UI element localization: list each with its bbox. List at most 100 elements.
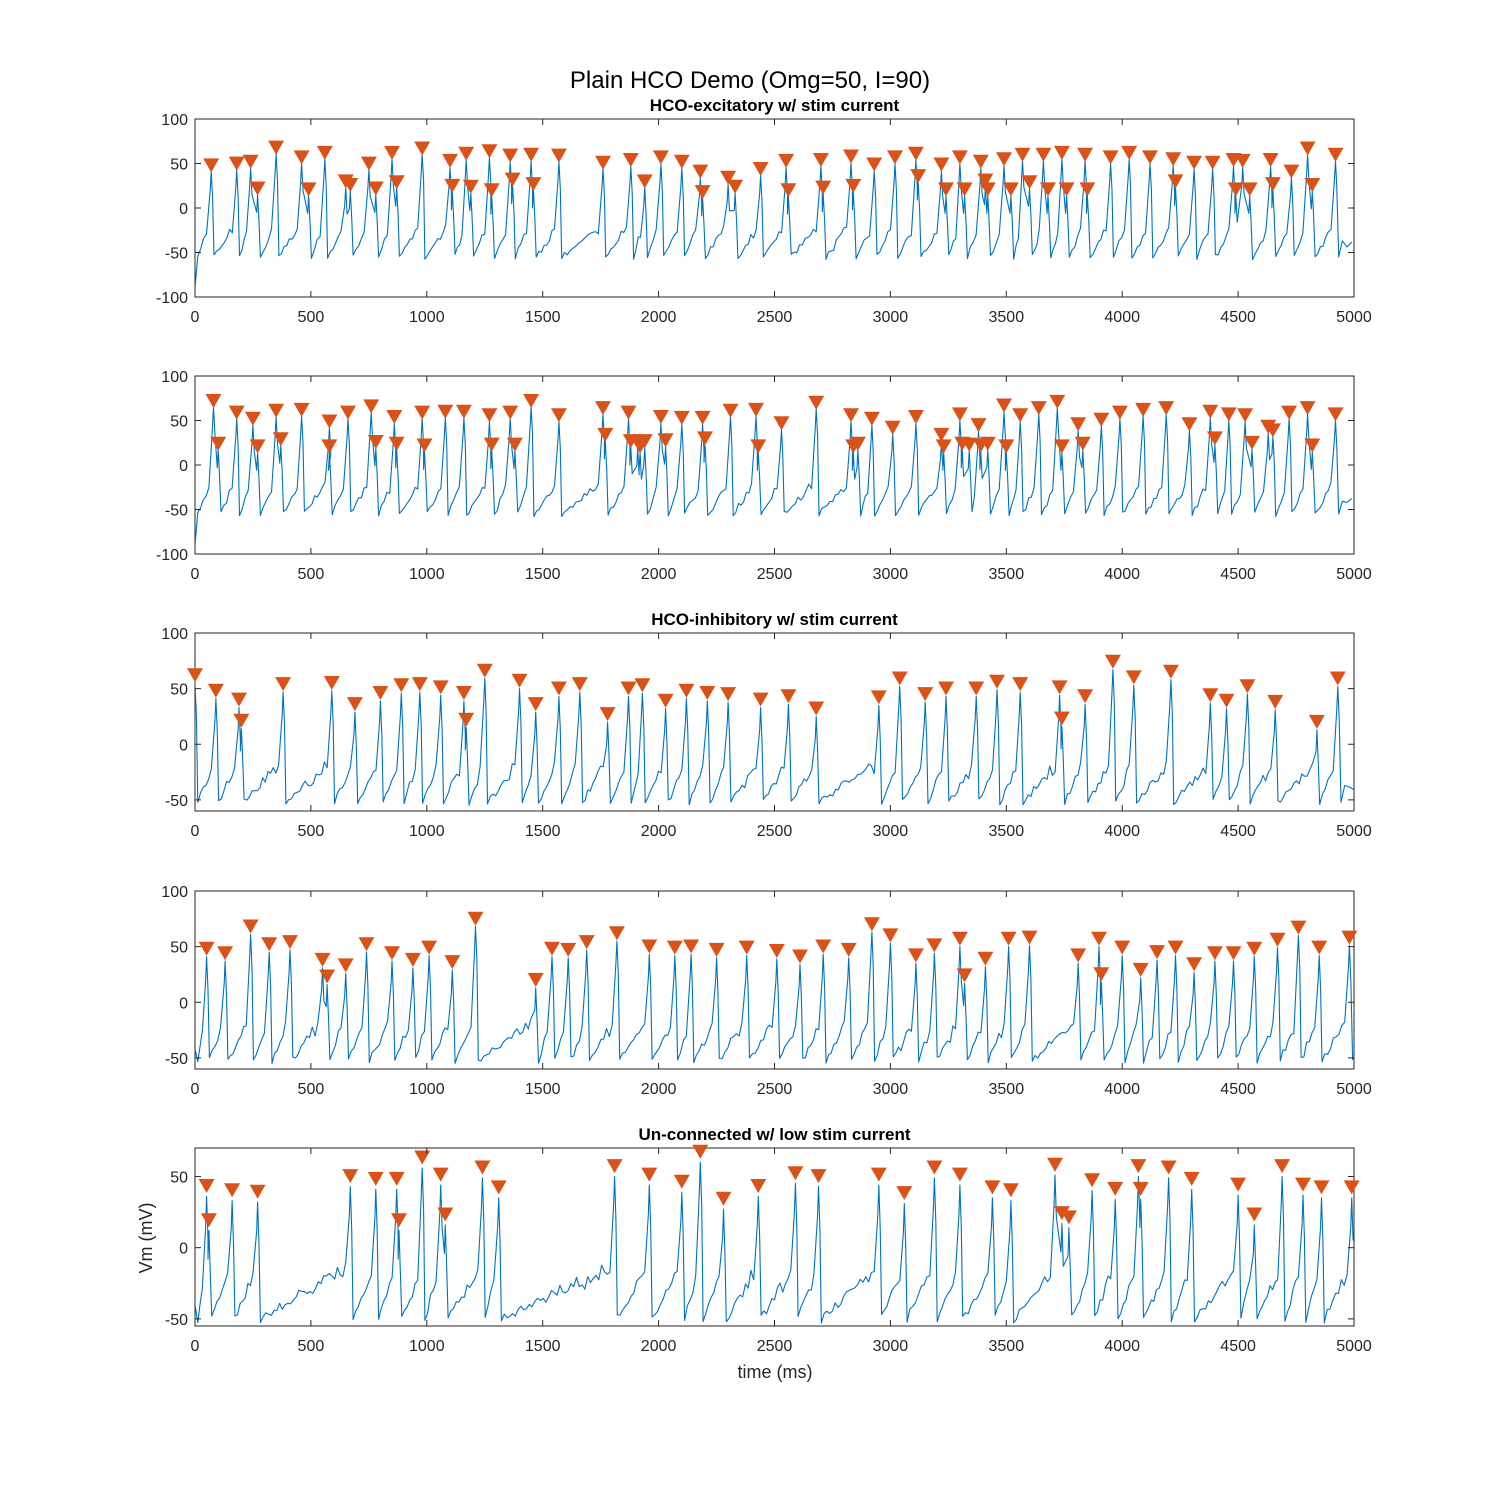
peak-marker: [1084, 1173, 1101, 1188]
peak-marker: [1162, 664, 1179, 679]
peak-marker: [384, 946, 400, 961]
peak-marker: [367, 1171, 384, 1186]
peak-marker: [388, 1171, 405, 1186]
x-tick-label: 2500: [757, 566, 793, 583]
peak-marker: [1341, 930, 1358, 945]
x-tick-label: 2000: [641, 823, 677, 840]
x-tick-label: 1000: [409, 1338, 445, 1355]
plot-area: [194, 1147, 1355, 1327]
peak-marker: [340, 405, 356, 420]
peak-marker: [1053, 1206, 1070, 1221]
y-tick-label: 100: [161, 884, 188, 901]
peak-marker: [938, 681, 954, 696]
x-tick-label: 5000: [1336, 566, 1372, 583]
x-tick-label: 2500: [757, 309, 793, 326]
peak-marker: [970, 418, 987, 433]
peak-marker: [968, 681, 985, 696]
peak-marker: [203, 158, 220, 173]
peak-marker: [780, 689, 797, 704]
peak-marker: [523, 394, 540, 408]
peak-marker: [228, 405, 245, 420]
peak-marker: [692, 1144, 709, 1159]
peak-marker: [1021, 930, 1038, 945]
y-tick-label: -50: [165, 503, 188, 520]
peak-marker: [1074, 436, 1091, 451]
peak-marker: [845, 178, 862, 193]
peak-marker: [1290, 920, 1307, 935]
peak-marker: [933, 427, 950, 442]
peak-marker: [1149, 945, 1165, 960]
plot-area: [194, 118, 1355, 298]
x-tick-label: 2500: [757, 1081, 793, 1098]
x-tick-label: 500: [298, 823, 325, 840]
peak-marker: [961, 437, 978, 452]
peak-marker: [1267, 694, 1284, 709]
peak-marker: [998, 439, 1015, 454]
peak-marker: [1186, 957, 1203, 972]
peak-marker: [933, 157, 950, 172]
peak-marker: [321, 414, 338, 429]
x-tick-label: 0: [191, 1338, 200, 1355]
peak-marker: [388, 436, 405, 451]
peak-marker: [458, 146, 475, 161]
peak-marker: [506, 437, 523, 452]
peak-marker: [1091, 931, 1107, 946]
peak-marker: [432, 1167, 449, 1182]
peak-marker: [242, 919, 259, 934]
peak-marker: [843, 408, 859, 423]
subplot-title: HCO-inhibitory w/ stim current: [651, 610, 898, 629]
peak-marker: [321, 439, 338, 454]
peak-marker: [722, 403, 739, 418]
subplot-title: HCO-excitatory w/ stim current: [650, 96, 900, 115]
peak-marker: [792, 949, 808, 964]
peak-marker: [652, 150, 669, 165]
peak-marker: [956, 182, 973, 197]
peak-marker: [951, 931, 968, 946]
peak-marker: [673, 1174, 690, 1189]
peak-marker: [228, 156, 245, 171]
peak-marker: [1093, 967, 1110, 982]
peak-marker: [622, 153, 639, 167]
peak-marker: [437, 404, 454, 419]
peak-marker: [476, 663, 493, 678]
peak-marker: [293, 402, 310, 417]
peak-marker: [511, 673, 528, 688]
peak-marker: [666, 940, 683, 955]
x-tick-label: 2000: [641, 566, 677, 583]
x-tick-label: 1500: [525, 1338, 561, 1355]
peak-marker: [504, 172, 521, 187]
peak-marker: [678, 683, 695, 698]
axes-3: 0 500 1000 1500 2000 2500 3000 3500 4000 4500 5000…: [161, 610, 1372, 840]
peak-marker: [205, 394, 222, 408]
peak-marker: [367, 181, 384, 196]
peak-marker: [863, 917, 880, 932]
peak-marker: [1327, 147, 1344, 162]
peak-marker: [996, 398, 1012, 413]
peak-marker: [808, 701, 825, 716]
peak-marker: [1283, 164, 1300, 179]
y-tick-label: 50: [170, 414, 188, 431]
peak-marker: [1012, 408, 1029, 423]
peak-marker: [1132, 1181, 1149, 1196]
x-tick-label: 5000: [1336, 1081, 1372, 1098]
peak-marker: [1047, 1157, 1063, 1172]
peak-marker: [863, 411, 880, 426]
x-axis-label: time (ms): [738, 1362, 813, 1382]
peak-marker: [1130, 1159, 1147, 1174]
y-tick-label: -100: [156, 290, 188, 307]
peak-marker: [483, 183, 500, 198]
y-tick-label: -50: [165, 1312, 188, 1329]
peak-marker: [720, 170, 737, 185]
peak-marker: [634, 678, 651, 693]
peak-marker: [527, 972, 544, 987]
peak-marker: [1114, 940, 1131, 955]
peak-marker: [1218, 693, 1235, 708]
peak-marker: [1304, 178, 1321, 192]
peak-marker: [414, 405, 431, 420]
peak-marker: [578, 935, 595, 950]
peak-marker: [977, 173, 994, 188]
peak-marker: [636, 434, 653, 449]
peak-marker: [884, 420, 901, 435]
peak-marker: [293, 150, 310, 165]
axes-2: 0 500 1000 1500 2000 2500 3000 3500 4000 4500 5000…: [156, 369, 1372, 583]
